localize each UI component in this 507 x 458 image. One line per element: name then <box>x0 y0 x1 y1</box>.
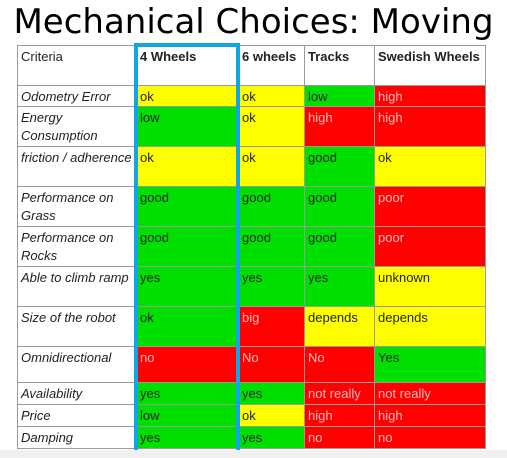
criteria-cell: Able to climb ramp <box>17 266 137 307</box>
rating-cell: yes <box>136 426 239 449</box>
rating-cell: no <box>304 426 375 449</box>
rating-cell: ok <box>238 85 305 107</box>
column-header: 6 wheels <box>238 45 305 86</box>
table-row: Performance on Rocks good good good poor <box>17 226 486 267</box>
column-header: 4 Wheels <box>136 45 239 86</box>
criteria-cell: Size of the robot <box>17 306 137 347</box>
rating-cell: low <box>136 404 239 427</box>
rating-cell: good <box>304 146 375 187</box>
rating-cell: No <box>238 346 305 383</box>
rating-cell: ok <box>238 146 305 187</box>
rating-cell: high <box>374 404 486 427</box>
rating-cell: poor <box>374 186 486 227</box>
rating-cell: depends <box>374 306 486 347</box>
rating-cell: ok <box>136 146 239 187</box>
rating-cell: unknown <box>374 266 486 307</box>
rating-cell: no <box>374 426 486 449</box>
slide-title: Mechanical Choices: Moving <box>13 2 494 42</box>
table-row: Availability yes yes not really not really <box>17 382 486 405</box>
rating-cell: good <box>304 186 375 227</box>
rating-cell: high <box>304 106 375 147</box>
rating-cell: high <box>374 85 486 107</box>
rating-cell: good <box>304 226 375 267</box>
rating-cell: ok <box>374 146 486 187</box>
rating-cell: good <box>238 226 305 267</box>
rating-cell: ok <box>136 306 239 347</box>
bottom-strip <box>0 450 507 458</box>
table-row: Size of the robot ok big depends depends <box>17 306 486 347</box>
table-row: friction / adherence ok ok good ok <box>17 146 486 187</box>
rating-cell: yes <box>238 426 305 449</box>
rating-cell: yes <box>136 382 239 405</box>
criteria-cell: Odometry Error <box>17 85 137 107</box>
criteria-cell: Damping <box>17 426 137 449</box>
table-row: Price low ok high high <box>17 404 486 427</box>
rating-cell: ok <box>238 106 305 147</box>
rating-cell: poor <box>374 226 486 267</box>
column-header: Swedish Wheels <box>374 45 486 86</box>
criteria-cell: Energy Consumption <box>17 106 137 147</box>
criteria-cell: friction / adherence <box>17 146 137 187</box>
comparison-table: Criteria 4 Wheels 6 wheels Tracks Swedish Wh… <box>17 45 486 449</box>
rating-cell: yes <box>136 266 239 307</box>
rating-cell: low <box>304 85 375 107</box>
table-row: Omnidirectional no No No Yes <box>17 346 486 383</box>
criteria-cell: Availability <box>17 382 137 405</box>
criteria-cell: Performance on Rocks <box>17 226 137 267</box>
rating-cell: no <box>136 346 239 383</box>
rating-cell: Yes <box>374 346 486 383</box>
rating-cell: high <box>304 404 375 427</box>
table-row: Performance on Grass good good good poor <box>17 186 486 227</box>
rating-cell: good <box>136 186 239 227</box>
rating-cell: low <box>136 106 239 147</box>
rating-cell: No <box>304 346 375 383</box>
rating-cell: depends <box>304 306 375 347</box>
criteria-cell: Omnidirectional <box>17 346 137 383</box>
column-header: Criteria <box>17 45 137 86</box>
table-row: Odometry Error ok ok low high <box>17 85 486 107</box>
rating-cell: good <box>136 226 239 267</box>
rating-cell: ok <box>238 404 305 427</box>
criteria-cell: Performance on Grass <box>17 186 137 227</box>
rating-cell: yes <box>238 266 305 307</box>
table-row: Able to climb ramp yes yes yes unknown <box>17 266 486 307</box>
rating-cell: high <box>374 106 486 147</box>
table-row: Damping yes yes no no <box>17 426 486 449</box>
criteria-cell: Price <box>17 404 137 427</box>
header-row: Criteria 4 Wheels 6 wheels Tracks Swedish Wh… <box>17 45 486 86</box>
table-row: Energy Consumption low ok high high <box>17 106 486 147</box>
column-header: Tracks <box>304 45 375 86</box>
rating-cell: ok <box>136 85 239 107</box>
rating-cell: yes <box>304 266 375 307</box>
rating-cell: yes <box>238 382 305 405</box>
rating-cell: not really <box>304 382 375 405</box>
rating-cell: big <box>238 306 305 347</box>
rating-cell: not really <box>374 382 486 405</box>
rating-cell: good <box>238 186 305 227</box>
